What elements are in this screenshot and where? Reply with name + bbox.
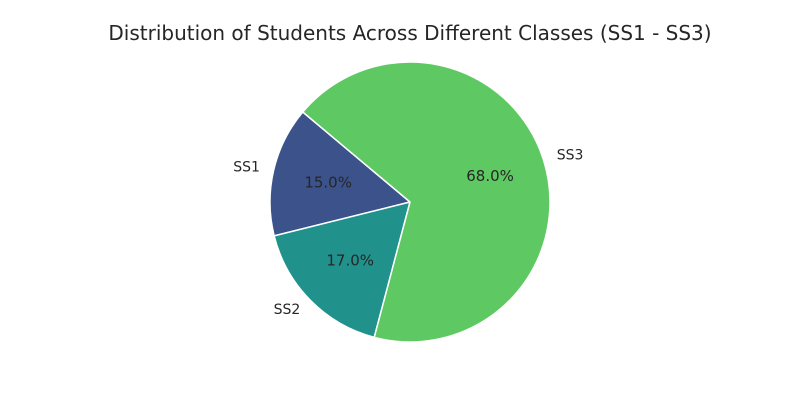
slice-label-ss1: SS1: [233, 159, 260, 175]
pie-slice-ss1: [269, 111, 411, 237]
slice-percent-ss3: 68.0%: [466, 167, 514, 185]
slice-label-ss3: SS3: [557, 147, 584, 163]
chart-title: Distribution of Students Across Differen…: [108, 21, 711, 45]
slice-percent-ss1: 15.0%: [304, 174, 352, 192]
slice-label-ss2: SS2: [274, 302, 301, 318]
pie-slices: [269, 61, 551, 343]
slice-percent-ss2: 17.0%: [326, 251, 374, 269]
pie-labels: SS1 15.0% SS2 17.0% SS3 68.0%: [233, 147, 583, 318]
pie-slice-ss2: [273, 201, 411, 339]
pie-slice-ss3: [302, 61, 551, 343]
